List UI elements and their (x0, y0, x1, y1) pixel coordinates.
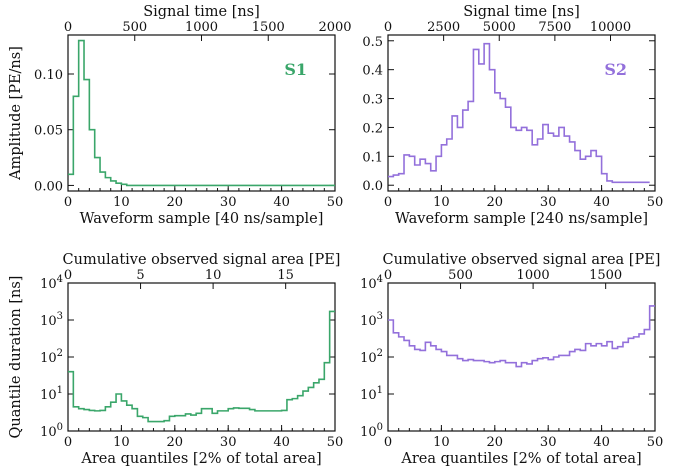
top-x-axis-label: Cumulative observed signal area [PE] (383, 252, 661, 268)
top-x-tick-label: 1000 (185, 20, 218, 35)
top-x-tick-label: 1000 (517, 268, 550, 283)
top-x-tick-label: 10 (205, 268, 222, 283)
y-tick-label: 0.1 (362, 150, 383, 165)
top-x-axis-label: Cumulative observed signal area [PE] (63, 252, 341, 268)
data-series-line (388, 305, 655, 368)
y-tick-label: 0.05 (34, 124, 63, 139)
top-x-tick-label: 2000 (318, 20, 351, 35)
x-tick-label: 40 (593, 195, 610, 210)
top-x-tick-label: 500 (122, 20, 147, 35)
top-x-tick-label: 15 (277, 268, 294, 283)
x-tick-label: 20 (167, 195, 184, 210)
y-tick-label: 104 (360, 274, 383, 292)
top-x-tick-label: 5 (136, 268, 144, 283)
y-tick-label: 104 (40, 274, 63, 292)
panel-label: S1 (284, 60, 307, 79)
x-tick-label: 50 (327, 435, 344, 450)
x-tick-label: 10 (433, 195, 450, 210)
x-tick-label: 40 (593, 435, 610, 450)
top-x-tick-label: 0 (64, 20, 72, 35)
plot-frame (387, 282, 656, 432)
x-tick-label: 50 (647, 435, 664, 450)
y-tick-label: 0.00 (34, 179, 63, 194)
top-x-tick-label: 0 (64, 268, 72, 283)
y-tick-label: 0.2 (362, 121, 383, 136)
y-tick-label: 100 (40, 422, 63, 440)
y-tick-label: 100 (360, 422, 383, 440)
top-x-tick-label: 1500 (589, 268, 622, 283)
y-tick-label: 0.3 (362, 93, 383, 108)
x-tick-label: 10 (113, 435, 130, 450)
panel-s2-quantiles: 0 10 20 30 40 500 500 1000 1500100101102103104Ar… (360, 252, 663, 467)
y-tick-label: 101 (360, 385, 383, 403)
data-series-line (68, 39, 335, 187)
x-tick-label: 0 (384, 435, 392, 450)
x-tick-label: 50 (647, 195, 664, 210)
y-tick-label: 103 (360, 311, 383, 329)
panel-s1-quantiles: 0 10 20 30 40 50 0 5 10 15 100 101 102 103 104 Area qua… (8, 252, 343, 467)
top-x-tick-label: 500 (448, 268, 473, 283)
y-tick-label: 102 (40, 348, 63, 366)
top-x-tick-label: 5000 (483, 20, 516, 35)
y-tick-label: 102 (360, 348, 383, 366)
top-x-tick-label: 7500 (538, 20, 571, 35)
top-x-tick-label: 2500 (427, 20, 460, 35)
x-tick-label: 40 (273, 195, 290, 210)
top-x-tick-label: 0 (384, 20, 392, 35)
y-axis-label: Quantile duration [ns] (8, 276, 24, 439)
data-series-line (68, 310, 335, 423)
x-tick-label: 0 (64, 435, 72, 450)
y-tick-label: 0.5 (362, 35, 383, 50)
x-tick-label: 50 (327, 195, 344, 210)
x-tick-label: 40 (273, 435, 290, 450)
data-series-line (388, 42, 650, 184)
x-tick-label: 30 (540, 195, 557, 210)
y-tick-label: 101 (40, 385, 63, 403)
top-x-tick-label: 10000 (590, 20, 631, 35)
panel-s2-waveform: 0 10 20 30 40 50 0 2500 5000 7500 10000 0.0 0.1 0.2 0.… (362, 4, 663, 227)
x-tick-label: 0 (64, 195, 72, 210)
x-axis-label: Waveform sample [40 ns/sample] (80, 211, 324, 227)
plot-frame (387, 34, 656, 192)
y-axis-label: Amplitude [PE/ns] (8, 46, 24, 181)
top-x-tick-label: 1500 (252, 20, 285, 35)
y-tick-label: 103 (40, 311, 63, 329)
y-tick-label: 0.4 (362, 64, 383, 79)
x-tick-label: 30 (220, 195, 237, 210)
y-tick-label: 0.10 (34, 68, 63, 83)
y-tick-label: 0.0 (362, 179, 383, 194)
panel-s1-waveform: 0 10 20 30 40 500 500 1000 1500 20000.000.050.10W… (8, 4, 352, 227)
x-axis-label: Area quantiles [2% of total area] (80, 451, 321, 467)
x-tick-label: 10 (113, 195, 130, 210)
top-x-axis-label: Signal time [ns] (463, 4, 580, 20)
plot-frame (67, 34, 336, 192)
x-tick-label: 30 (220, 435, 237, 450)
panel-label: S2 (604, 60, 627, 79)
x-tick-label: 10 (433, 435, 450, 450)
x-tick-label: 20 (487, 435, 504, 450)
x-axis-label: Area quantiles [2% of total area] (400, 451, 641, 467)
top-x-axis-label: Signal time [ns] (143, 4, 260, 20)
x-axis-label: Waveform sample [240 ns/sample] (395, 211, 648, 227)
top-x-tick-label: 0 (384, 268, 392, 283)
x-tick-label: 0 (384, 195, 392, 210)
x-tick-label: 20 (487, 195, 504, 210)
x-tick-label: 30 (540, 435, 557, 450)
x-tick-label: 20 (167, 435, 184, 450)
